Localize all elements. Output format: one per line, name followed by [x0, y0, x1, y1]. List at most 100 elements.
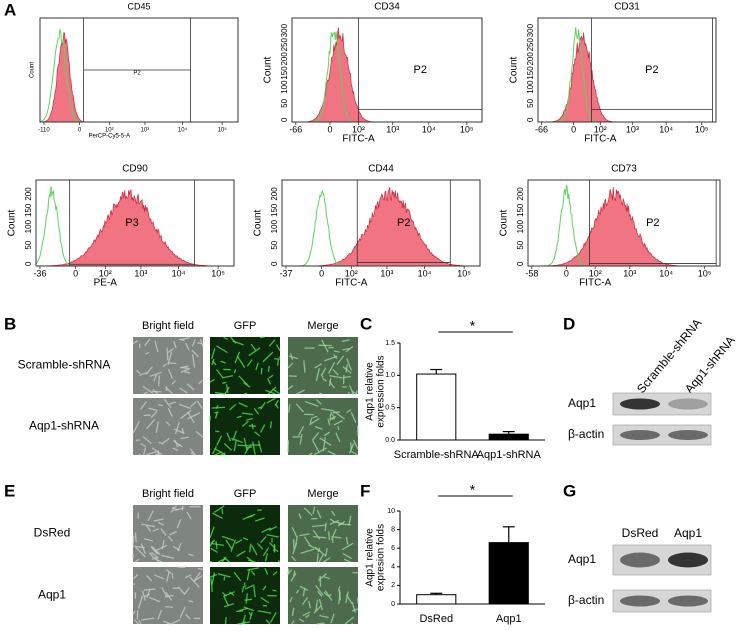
micrograph	[210, 337, 280, 394]
y-tick-label: 50	[280, 98, 289, 107]
cell	[305, 614, 310, 619]
x-tick-label: 10⁴	[418, 268, 432, 278]
cell	[345, 594, 353, 605]
x-tick-label: 10²	[99, 268, 112, 278]
cell	[267, 365, 270, 372]
gate	[358, 18, 483, 122]
cell	[210, 542, 225, 547]
y-tick-label: 300	[526, 23, 535, 37]
histogram-fill	[538, 32, 716, 123]
cell	[174, 422, 180, 435]
cell	[321, 367, 327, 375]
cell	[318, 598, 324, 611]
cell	[323, 355, 338, 362]
cell	[257, 610, 272, 614]
micrograph	[133, 337, 203, 394]
cell	[158, 404, 163, 407]
x-tick-label: 10³	[134, 268, 147, 278]
cell	[171, 573, 174, 579]
cell	[136, 369, 141, 375]
y-tick-label: 0	[24, 261, 33, 266]
y-tick-label: 8	[391, 526, 395, 533]
cell	[312, 415, 318, 419]
plot-title: CD44	[368, 164, 394, 175]
axis-label: Count	[509, 56, 520, 83]
y-tick-label: 150	[280, 66, 289, 80]
histogram-fill	[528, 186, 720, 267]
cell	[342, 347, 350, 351]
band	[668, 430, 708, 440]
cell	[172, 439, 183, 448]
y-tick-label: 200	[24, 187, 33, 201]
cell	[290, 353, 294, 360]
band	[620, 552, 660, 568]
cell	[311, 432, 320, 441]
x-tick-label: 10²	[345, 268, 358, 278]
cell	[255, 362, 259, 371]
x-tick-label: 10²	[352, 124, 365, 134]
y-tick-label: 200	[526, 52, 535, 66]
cell	[287, 568, 290, 576]
cell	[214, 411, 219, 414]
cell	[321, 339, 329, 353]
cell	[257, 440, 263, 453]
cell	[216, 435, 223, 446]
row-label: Aqp1	[568, 552, 596, 566]
cell	[221, 556, 227, 563]
significance: *	[470, 318, 476, 334]
cell	[260, 596, 270, 604]
cell	[341, 542, 354, 551]
gate	[589, 180, 717, 266]
x-tick-label: 10⁵	[211, 268, 225, 278]
cell	[345, 364, 349, 373]
cell	[330, 613, 335, 624]
cell	[264, 567, 269, 575]
cell	[174, 507, 185, 511]
cell	[267, 386, 277, 395]
cell	[343, 558, 351, 563]
cell	[319, 614, 329, 619]
cell	[161, 587, 168, 598]
y-tick-label: 100	[270, 219, 279, 233]
cell	[291, 526, 298, 538]
y-tick-label: 250	[280, 38, 289, 52]
cell	[261, 527, 272, 533]
cell	[163, 398, 172, 409]
cell	[190, 401, 197, 408]
cell	[145, 418, 156, 430]
cell	[267, 377, 272, 385]
x-tick-label: 10²	[589, 268, 602, 278]
cell	[158, 375, 160, 387]
panel-label: A	[4, 0, 16, 19]
cell	[327, 450, 337, 456]
cell	[165, 569, 172, 575]
cell	[268, 374, 274, 379]
cell	[167, 368, 173, 379]
cell	[191, 354, 196, 368]
micrograph	[133, 505, 203, 562]
cell	[169, 530, 178, 536]
cell	[303, 507, 313, 517]
cell	[264, 552, 269, 562]
cell	[172, 545, 181, 551]
cell	[215, 369, 224, 379]
band	[620, 430, 660, 440]
cell	[320, 373, 324, 379]
cell	[165, 421, 171, 426]
plot-frame	[537, 17, 717, 123]
cell	[316, 399, 322, 405]
x-tick-label: -58	[525, 268, 538, 278]
column-header: Bright field	[142, 320, 194, 332]
plot-frame	[35, 179, 235, 267]
cell	[150, 551, 160, 559]
cell	[316, 622, 325, 625]
y-tick-label: 50	[516, 240, 525, 249]
cell	[142, 385, 154, 394]
cell	[161, 554, 174, 559]
x-tick-label: 10⁴	[659, 124, 673, 134]
cell	[143, 588, 156, 591]
cell	[312, 440, 320, 453]
cell	[214, 411, 219, 419]
cell	[211, 406, 226, 409]
cell	[241, 586, 245, 593]
